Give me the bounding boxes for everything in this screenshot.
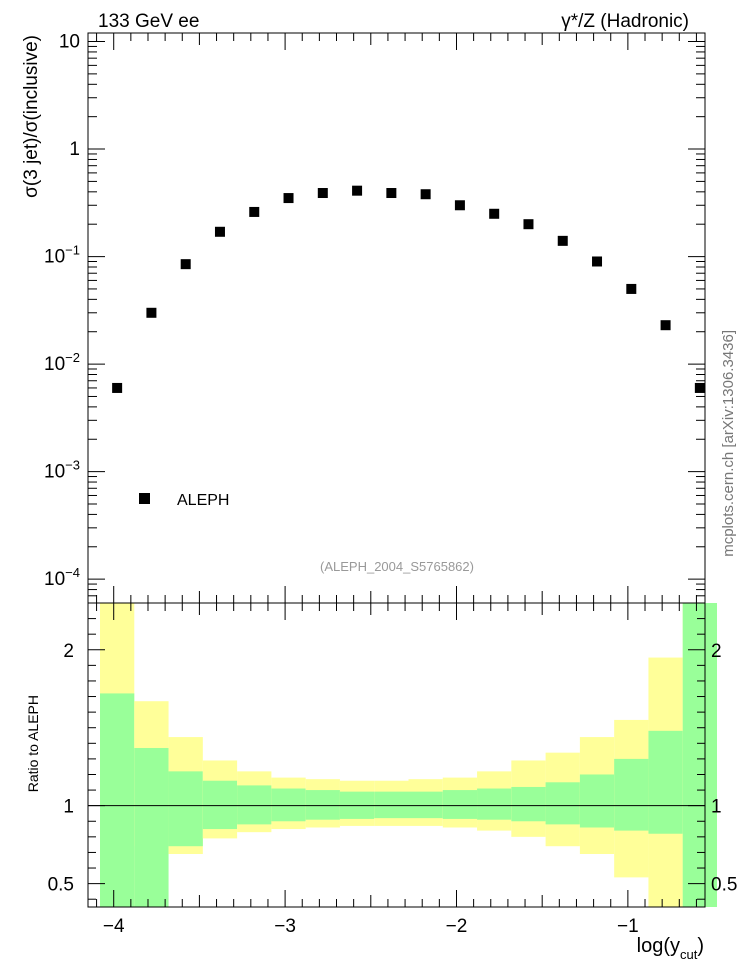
data-point [660,320,671,331]
ratio-tick-label-right: 1 [711,797,722,818]
data-point [454,200,465,211]
ratio-y-ticks: 2 2 1 1 0.5 0.5 [48,602,737,900]
ratio-y-axis-label: Ratio to ALEPH [25,695,41,792]
data-point [489,208,500,219]
data-point [317,188,328,199]
ratio-band-green [374,791,409,819]
ratio-tick-label-left: 1 [63,797,74,818]
ratio-tick-label-left: 0.5 [48,875,74,896]
x-tick-label: −3 [274,916,296,937]
ratio-band-green [648,730,683,834]
analysis-id-label: (ALEPH_2004_S5765862) [320,559,474,574]
y-tick-label: 10−4 [44,565,80,590]
ratio-band-green [168,771,203,847]
data-point [694,382,705,393]
y-tick-label: 10−1 [44,243,80,268]
ratio-band-green [579,774,615,828]
x-ticks: −4 −3 −2 −1 [96,33,697,937]
data-point [146,307,157,318]
legend-marker [139,493,150,504]
data-point [420,189,431,200]
ratio-band-green [237,785,272,825]
ratio-band-green [305,790,340,820]
ratio-band-green [682,603,717,907]
y-tick-label: 10−3 [44,458,80,483]
x-tick-label: −2 [446,916,468,937]
watermark-label: mcplots.cern.ch [arXiv:1306.3436] [720,330,737,557]
y-tick-label: 1 [69,139,80,160]
data-point [352,185,363,196]
ratio-tick-label-right: 0.5 [711,875,737,896]
ratio-band-green [408,791,443,819]
data-point [523,219,534,230]
data-point [112,382,123,393]
main-y-ticks: 10 1 10−1 10−2 10−3 10−4 [44,32,705,604]
ratio-band-green [511,786,546,822]
y-axis-label: σ(3 jet)/σ(inclusive) [21,35,42,198]
ratio-plot-frame [87,602,706,908]
x-axis-label: log(ycut) [637,935,704,962]
data-point [214,226,225,237]
legend-label: ALEPH [177,492,229,509]
x-tick-label: −4 [103,916,125,937]
ratio-band-green [134,747,169,907]
x-tick-label: −1 [617,916,639,937]
ratio-band-green [271,788,306,822]
data-point [592,256,603,267]
ratio-band-green [477,788,512,820]
ratio-band-green [545,782,580,825]
main-plot-frame [87,32,706,604]
ratio-band-green [614,758,649,831]
data-point [249,206,260,217]
data-point [180,259,191,270]
ratio-bands [99,603,717,907]
ratio-band-green [442,790,478,819]
data-point [283,193,294,204]
header-left-label: 133 GeV ee [98,11,199,32]
data-point [557,235,568,246]
ratio-tick-label-right: 2 [711,641,722,662]
ratio-band-green [202,780,238,830]
ratio-tick-label-left: 2 [63,641,74,662]
data-point [626,283,637,294]
header-right-label: γ*/Z (Hadronic) [561,11,689,32]
y-tick-label: 10−2 [44,350,80,375]
data-point [386,188,397,199]
data-markers [112,185,705,393]
ratio-band-green [99,693,135,907]
y-tick-label: 10 [59,32,80,53]
